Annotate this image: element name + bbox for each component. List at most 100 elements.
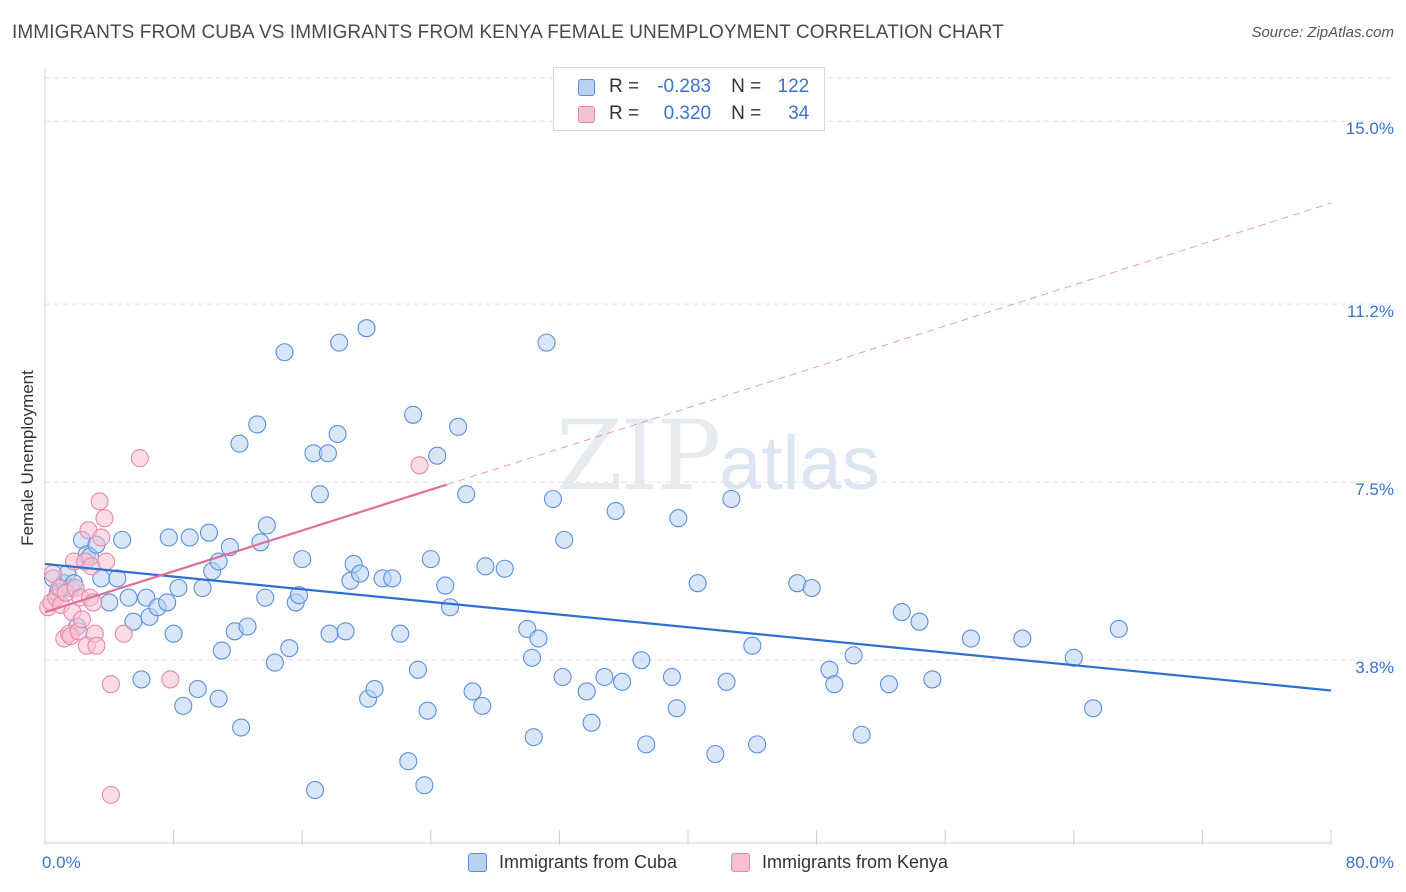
kenya-point (101, 785, 120, 804)
cuba-point (330, 333, 349, 352)
cuba-point (351, 564, 370, 583)
cuba-point (365, 679, 384, 699)
cuba-point (132, 670, 151, 689)
cuba-point (463, 682, 482, 701)
cuba-point (669, 509, 688, 528)
cuba-point (158, 593, 177, 612)
cuba-point (280, 639, 299, 658)
kenya-trend-line (44, 483, 448, 614)
y-tick-label: 3.8% (1355, 658, 1394, 678)
cuba-point (193, 578, 212, 598)
legend-r-label: R = (609, 103, 640, 124)
cuba-point (606, 501, 625, 521)
kenya-point (130, 449, 149, 468)
cuba-point (318, 444, 337, 463)
cuba-trend-line (44, 562, 1332, 692)
cuba-point (418, 701, 437, 720)
cuba-point (238, 617, 257, 636)
cuba-point (825, 675, 844, 694)
cuba-point (449, 417, 468, 436)
cuba-point (391, 624, 410, 643)
cuba-point (688, 574, 707, 593)
cuba-point (743, 636, 762, 655)
cuba-point (415, 776, 434, 795)
cuba-point (555, 530, 574, 549)
cuba-point (383, 569, 402, 588)
cuba-point (328, 424, 347, 444)
cuba-point (722, 489, 741, 509)
cuba-point (632, 651, 651, 670)
cuba-point (802, 578, 821, 598)
cuba-point (199, 523, 219, 542)
kenya-point (92, 528, 111, 547)
cuba-point (174, 696, 193, 715)
cuba-point (164, 624, 183, 643)
trend-lines (44, 202, 1332, 692)
cuba-point (613, 672, 632, 691)
gridlines (45, 77, 1395, 661)
cuba-point (553, 667, 572, 687)
cuba-point (180, 528, 199, 547)
x-tick-max: 80.0% (1345, 853, 1394, 872)
cuba-point (265, 653, 284, 672)
legend-r-label: R = (609, 76, 640, 97)
cuba-point (577, 682, 596, 701)
cuba-point (441, 598, 460, 617)
cuba-point (529, 629, 548, 648)
cuba-point (257, 516, 276, 535)
kenya-trend-extension (446, 202, 1332, 486)
cuba-point (275, 343, 294, 362)
cuba-point (230, 434, 249, 453)
watermark: ZIPatlas (556, 400, 880, 512)
cuba-point (961, 629, 980, 648)
cuba-point (523, 648, 542, 667)
watermark-zip: ZIP (556, 400, 721, 512)
cuba-point (251, 533, 270, 552)
cuba-point (582, 713, 601, 732)
kenya-point (97, 552, 116, 571)
bottom-legend-cuba: Immigrants from Cuba (468, 852, 677, 873)
kenya-point (72, 610, 92, 629)
cuba-point (852, 725, 871, 744)
cuba-point (428, 446, 447, 465)
legend-n-label: N = (731, 76, 762, 97)
cuba-r-value: -0.283 (657, 76, 712, 97)
cuba-point (879, 675, 898, 694)
legend-row-cuba: R = -0.283 N = 122 (578, 74, 809, 100)
cuba-point (209, 689, 228, 708)
cuba-point (188, 679, 207, 699)
cuba-point (256, 588, 275, 607)
cuba-point (1013, 629, 1032, 648)
legend-n-label: N = (731, 103, 762, 124)
cuba-point (543, 489, 563, 509)
cuba-point (399, 752, 418, 771)
axes (44, 68, 1332, 845)
cuba-point (457, 485, 476, 504)
cuba-point (667, 699, 686, 718)
kenya-point (95, 509, 114, 528)
y-axis-label: Female Unemployment (18, 370, 37, 546)
cuba-point (495, 559, 514, 578)
cuba-point (293, 550, 312, 569)
kenya-point (87, 636, 106, 655)
kenya-point (161, 670, 180, 689)
cuba-legend-label: Immigrants from Cuba (499, 852, 678, 872)
kenya-point (101, 675, 120, 694)
cuba-point (357, 319, 376, 338)
y-tick-label: 15.0% (1345, 119, 1394, 139)
cuba-point (1109, 619, 1128, 638)
cuba-point (248, 415, 267, 434)
kenya-legend-label: Immigrants from Kenya (762, 852, 949, 872)
cuba-point (844, 646, 863, 665)
cuba-point (119, 588, 138, 607)
y-tick-label: 11.2% (1347, 302, 1394, 322)
cuba-point (310, 485, 329, 504)
cuba-point (108, 569, 127, 588)
cuba-point (748, 735, 767, 754)
kenya-point (410, 456, 429, 475)
cuba-point (595, 667, 614, 687)
cuba-point (404, 405, 423, 424)
kenya-r-value: 0.320 (663, 103, 712, 124)
legend-row-kenya: R = 0.320 N = 34 (578, 101, 809, 127)
cuba-point (159, 528, 178, 547)
